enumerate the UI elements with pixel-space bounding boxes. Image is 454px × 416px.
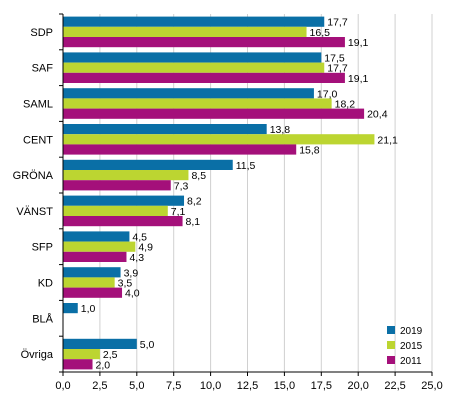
- data-label: 2,0: [96, 359, 111, 371]
- bar-2019: [63, 124, 267, 135]
- category-label: CENT: [23, 134, 53, 146]
- x-tick-label: 5,0: [129, 380, 144, 392]
- axes: 0,0 2,5 5,0 7,5 10,0 12,5 15,0 17,5 20,0 22,5 25,0…: [13, 13, 443, 392]
- data-label: 17,0: [317, 88, 338, 100]
- legend-swatch-2015: [387, 341, 395, 349]
- category-label: GRÖNA: [13, 170, 54, 182]
- bar-2011: [63, 37, 345, 48]
- x-tick-label: 17,5: [311, 380, 332, 392]
- bar-2015: [63, 349, 100, 360]
- data-label: 11,5: [236, 160, 256, 172]
- bar-2015: [63, 98, 332, 109]
- bar-2011: [63, 72, 345, 83]
- bar-2015: [63, 26, 307, 37]
- legend-label: 2019: [400, 326, 423, 337]
- data-label: 15,8: [299, 145, 320, 157]
- bar-2019: [63, 52, 322, 63]
- data-label: 2,5: [103, 349, 118, 361]
- legend-label: 2011: [400, 356, 422, 367]
- data-label: 21,1: [377, 134, 398, 146]
- data-label: 4,3: [129, 252, 144, 264]
- category-label: BLÅ: [32, 312, 53, 325]
- x-tick-label: 2,5: [92, 380, 107, 392]
- bar-2011: [63, 359, 93, 370]
- bar-2019: [63, 231, 130, 242]
- data-label: 8,5: [191, 170, 206, 182]
- data-label: 17,5: [324, 53, 345, 65]
- bars: [63, 16, 375, 370]
- bar-2011: [63, 287, 123, 298]
- data-label: 4,5: [132, 232, 147, 244]
- category-label: SFP: [32, 242, 53, 254]
- data-label: 5,0: [140, 339, 155, 351]
- data-label: 19,1: [348, 73, 369, 85]
- x-tick-label: 10,0: [200, 380, 221, 392]
- data-label: 16,5: [310, 27, 331, 39]
- legend-label: 2015: [400, 341, 423, 352]
- bar-2019: [63, 88, 314, 99]
- legend-swatch-2019: [387, 326, 395, 334]
- bar-2011: [63, 144, 297, 155]
- bar-2019: [63, 159, 233, 170]
- bar-2019: [63, 267, 121, 278]
- bar-2019: [63, 338, 137, 349]
- x-tick-label: 0,0: [55, 380, 70, 392]
- bar-2015: [63, 134, 375, 145]
- bar-2015: [63, 205, 168, 216]
- bar-2015: [63, 241, 136, 252]
- x-tick-label: 15,0: [274, 380, 295, 392]
- x-tick-label: 7,5: [166, 380, 181, 392]
- bar-2015: [63, 62, 325, 73]
- category-label: KD: [38, 278, 53, 290]
- category-label: VÄNST: [16, 206, 53, 218]
- data-label: 3,9: [124, 267, 139, 279]
- bar-2011: [63, 108, 365, 119]
- data-label: 4,0: [125, 288, 140, 300]
- data-labels: 17,717,517,013,811,58,24,53,91,05,016,51…: [81, 17, 398, 372]
- legend: 2019 2015 2011: [387, 326, 423, 367]
- data-label: 13,8: [270, 124, 291, 136]
- data-label: 17,7: [327, 63, 348, 75]
- bar-2011: [63, 180, 171, 191]
- data-label: 4,9: [138, 242, 153, 254]
- bar-2011: [63, 251, 127, 262]
- bar-2011: [63, 216, 183, 227]
- x-tick-label: 12,5: [237, 380, 258, 392]
- data-label: 17,7: [327, 17, 348, 29]
- category-label: SAML: [23, 99, 53, 111]
- data-label: 1,0: [81, 303, 96, 315]
- data-label: 8,2: [187, 196, 202, 208]
- data-label: 20,4: [367, 109, 388, 121]
- data-label: 8,1: [186, 216, 201, 228]
- bar-2015: [63, 277, 115, 288]
- bar-2015: [63, 170, 189, 181]
- category-label: SAF: [32, 63, 54, 75]
- legend-swatch-2011: [387, 356, 395, 364]
- data-label: 7,1: [171, 206, 186, 218]
- data-label: 18,2: [335, 99, 356, 111]
- category-label: SDP: [30, 27, 53, 39]
- data-label: 7,3: [174, 180, 189, 192]
- data-label: 3,5: [118, 278, 133, 290]
- bar-2019: [63, 16, 325, 27]
- x-tick-label: 20,0: [347, 380, 368, 392]
- bar-2019: [63, 303, 78, 314]
- bar-2019: [63, 195, 185, 206]
- data-label: 19,1: [348, 37, 369, 49]
- category-label: Övriga: [21, 349, 54, 361]
- x-tick-label: 22,5: [384, 380, 405, 392]
- x-tick-label: 25,0: [421, 380, 442, 392]
